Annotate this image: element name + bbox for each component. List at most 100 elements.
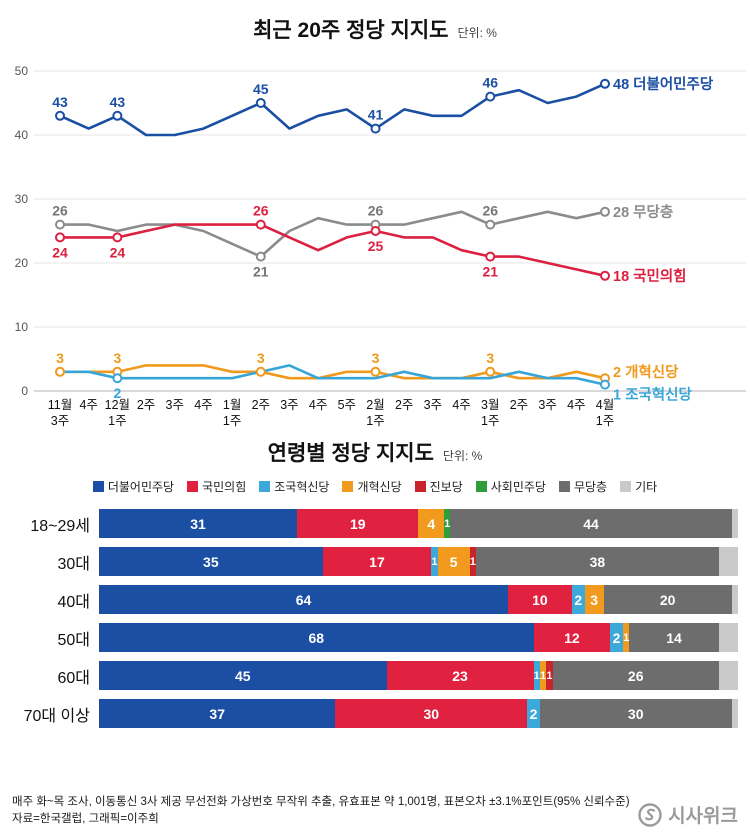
bar-row: 30대 35 17 1 5 1 38 [0, 547, 738, 576]
bar-row-label: 30대 [57, 555, 90, 573]
x-axis-tick: 3주 [51, 414, 69, 428]
data-point-unaffiliated [255, 251, 266, 262]
bar-segment-unaffiliated: 20 [603, 585, 732, 614]
data-point-people-power-party [255, 219, 266, 230]
x-axis-tick: 11월 [48, 398, 72, 412]
x-axis-tick: 2주 [137, 398, 155, 412]
bar-segment-people-power-party: 17 [322, 547, 432, 576]
data-label-people-power-party: 24 [110, 244, 126, 260]
legend-item-progressive-party: 진보당 [414, 478, 463, 495]
data-point-reform-party [485, 366, 496, 377]
bar-track: 37 30 2 30 [99, 699, 738, 728]
series-line-democratic-party [58, 82, 607, 137]
y-axis-tick: 20 [15, 256, 29, 270]
y-axis-tick: 50 [15, 64, 29, 78]
bar-segment-rebuilding-korea-party: 2 [527, 699, 540, 728]
data-point-reform-party [370, 366, 381, 377]
y-axis-tick: 0 [21, 384, 28, 398]
footnotes: 매주 화~목 조사, 이동통신 3사 제공 무선전화 가상번호 무작위 추출, … [12, 794, 630, 829]
data-label-democratic-party: 45 [253, 81, 269, 97]
footnote-methodology: 매주 화~목 조사, 이동통신 3사 제공 무선전화 가상번호 무작위 추출, … [12, 795, 630, 808]
legend-swatch-reform-party [342, 481, 354, 492]
x-axis-tick: 1주 [596, 414, 614, 428]
data-point-democratic-party [485, 91, 496, 102]
data-label-unaffiliated: 26 [52, 203, 68, 219]
series-end-label-reform-party: 2 개혁신당 [613, 363, 679, 381]
data-label-people-power-party: 26 [253, 203, 269, 219]
data-label-democratic-party: 41 [368, 107, 384, 123]
data-point-people-power-party [55, 232, 65, 243]
bar-row-label: 70대 이상 [23, 707, 90, 725]
bar-segment-unaffiliated: 26 [552, 661, 719, 690]
legend-swatch-rebuilding-korea-party [259, 481, 271, 492]
bar-segment-reform-party: 5 [437, 547, 470, 576]
data-point-democratic-party [112, 110, 123, 121]
line-chart-header: 최근 20주 정당 지지도 단위: % [0, 0, 750, 41]
series-line-unaffiliated [58, 210, 607, 258]
legend-swatch-unaffiliated [558, 481, 570, 492]
x-axis-tick: 4주 [452, 398, 470, 412]
data-label-reform-party: 3 [372, 350, 380, 366]
bar-row: 70대 이상 37 30 2 30 [0, 699, 738, 728]
bar-segment-rebuilding-korea-party: 2 [610, 623, 623, 652]
bar-row-label: 40대 [57, 593, 90, 611]
bar-segment-others [731, 699, 738, 728]
bar-segment-democratic-party: 68 [99, 623, 534, 652]
legend-label-reform-party: 개혁신당 [357, 480, 402, 494]
bar-segment-others [731, 585, 738, 614]
legend-swatch-social-democratic-party [475, 481, 487, 492]
bar-segment-democratic-party: 64 [99, 585, 508, 614]
data-point-reform-party [55, 366, 65, 377]
bar-segment-others [718, 661, 738, 690]
bar-row-label: 18~29세 [30, 517, 90, 535]
line-chart-unit-label: 단위: % [457, 26, 497, 40]
bar-segment-unaffiliated: 14 [629, 623, 719, 652]
data-label-reform-party: 3 [56, 350, 64, 366]
sisaweek-logo: 시사위크 [637, 801, 738, 828]
data-point-reform-party [255, 366, 266, 377]
bar-row: 60대 45 23 1 1 1 26 [0, 661, 738, 690]
bar-row: 18~29세 31 19 4 1 44 [0, 509, 738, 538]
bar-segment-people-power-party: 30 [335, 699, 528, 728]
x-axis-tick: 2주 [395, 398, 413, 412]
bar-segment-reform-party: 3 [584, 585, 604, 614]
sisaweek-logo-icon [638, 802, 662, 827]
legend-label-democratic-party: 더불어민주당 [107, 480, 175, 494]
x-axis-tick: 1주 [366, 414, 384, 428]
data-label-unaffiliated: 21 [253, 264, 269, 280]
footer: 매주 화~목 조사, 이동통신 3사 제공 무선전화 가상번호 무작위 추출, … [12, 794, 738, 829]
legend-item-social-democratic-party: 사회민주당 [475, 478, 546, 495]
bar-segment-reform-party: 1 [539, 661, 547, 690]
party-support-line-chart: 50 40 30 20 10 0 11월 3주 4주 12월 1주 2주 3주 4주 1월 1주 2주 3주 4주 5… [15, 64, 746, 428]
data-point-unaffiliated [485, 219, 496, 230]
x-axis-tick: 3주 [280, 398, 298, 412]
bar-segment-people-power-party: 10 [507, 585, 572, 614]
bar-track: 68 12 2 1 14 [99, 623, 738, 652]
bar-segment-reform-party: 1 [622, 623, 630, 652]
data-label-unaffiliated: 26 [482, 203, 498, 219]
y-axis-tick: 40 [15, 128, 29, 142]
data-label-unaffiliated: 26 [368, 203, 384, 219]
bar-segment-unaffiliated: 30 [539, 699, 732, 728]
data-point-democratic-party [255, 98, 266, 108]
x-axis-tick: 3주 [538, 398, 556, 412]
bar-segment-unaffiliated: 38 [475, 547, 719, 576]
y-axis-tick: 30 [15, 192, 29, 206]
x-axis-tick: 4월 [596, 398, 614, 412]
bar-segment-progressive-party: 1 [546, 661, 553, 690]
legend-item-people-power-party: 국민의힘 [187, 478, 246, 495]
x-axis-tick: 4주 [79, 398, 97, 412]
legend-swatch-progressive-party [414, 481, 426, 492]
bar-chart-unit-label: 단위: % [442, 449, 483, 463]
legend-label-people-power-party: 국민의힘 [202, 480, 247, 494]
bar-segment-democratic-party: 31 [99, 509, 298, 538]
bar-segment-people-power-party: 12 [533, 623, 611, 652]
legend-label-unaffiliated: 무당층 [573, 480, 608, 494]
bar-row: 50대 68 12 2 1 14 [0, 623, 738, 652]
legend-item-rebuilding-korea-party: 조국혁신당 [259, 478, 329, 495]
data-label-democratic-party: 43 [52, 94, 68, 110]
x-axis-tick: 1월 [223, 398, 241, 412]
bar-segment-progressive-party: 1 [469, 547, 476, 576]
legend-label-others: 기타 [635, 480, 658, 494]
series-line-reform-party [58, 364, 607, 380]
